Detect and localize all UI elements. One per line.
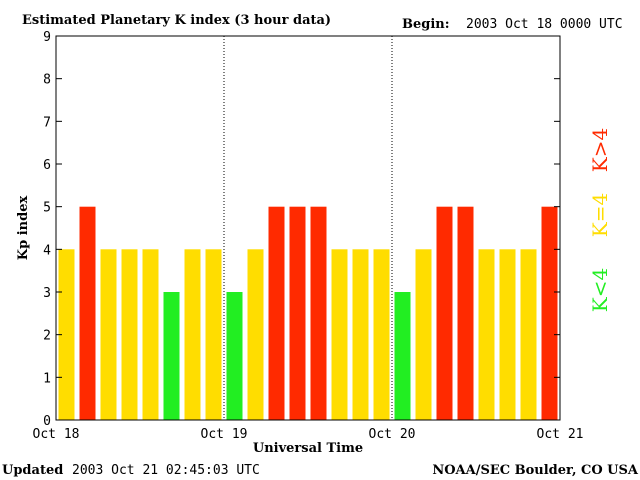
y-tick-label-0: 0 bbox=[43, 414, 51, 429]
x-tick-label-3: Oct 20 bbox=[369, 427, 416, 442]
plot-frame bbox=[55, 35, 561, 421]
kp-bar-1 bbox=[58, 249, 75, 420]
kp-bar-17 bbox=[394, 292, 411, 420]
kp-bar-5 bbox=[142, 249, 159, 420]
legend-mid: K=4 bbox=[588, 193, 612, 237]
kp-bar-8 bbox=[205, 249, 222, 420]
kp-bar-3 bbox=[100, 249, 117, 420]
kp-bar-14 bbox=[331, 249, 348, 420]
day-separators bbox=[223, 36, 393, 420]
y-tick-label-8: 8 bbox=[43, 73, 51, 88]
kp-bar-4 bbox=[121, 249, 138, 420]
chart-title: Estimated Planetary K index (3 hour data… bbox=[22, 13, 331, 28]
kp-bar-6 bbox=[163, 292, 180, 420]
kp-bar-18 bbox=[415, 249, 432, 420]
kp-bar-23 bbox=[520, 249, 537, 420]
kp-bar-12 bbox=[289, 206, 306, 420]
kp-bar-15 bbox=[352, 249, 369, 420]
y-tick-label-6: 6 bbox=[43, 158, 51, 173]
kp-bar-2 bbox=[79, 206, 96, 420]
y-tick-label-1: 1 bbox=[43, 371, 51, 386]
x-axis-ticks: Oct 18 Oct 19 Oct 20 Oct 21 bbox=[33, 427, 584, 442]
legend-low: K<4 bbox=[588, 268, 612, 312]
y-tick-label-9: 9 bbox=[43, 30, 51, 45]
y-tick-label-3: 3 bbox=[43, 286, 51, 301]
y-tick-label-2: 2 bbox=[43, 329, 51, 344]
begin-value: 2003 Oct 18 0000 UTC bbox=[466, 17, 623, 32]
bars-group bbox=[58, 206, 558, 420]
kp-bar-13 bbox=[310, 206, 327, 420]
x-tick-label-4: Oct 21 bbox=[537, 427, 584, 442]
begin-label: Begin: bbox=[402, 17, 450, 32]
kp-bar-16 bbox=[373, 249, 390, 420]
x-tick-label-1: Oct 18 bbox=[33, 427, 80, 442]
kp-bar-7 bbox=[184, 249, 201, 420]
source-credit: NOAA/SEC Boulder, CO USA bbox=[432, 463, 639, 478]
kp-bar-9 bbox=[226, 292, 243, 420]
kp-bar-21 bbox=[478, 249, 495, 420]
kp-bar-20 bbox=[457, 206, 474, 420]
updated-value: 2003 Oct 21 02:45:03 UTC bbox=[72, 463, 260, 478]
kp-bar-19 bbox=[436, 206, 453, 420]
updated-label: Updated bbox=[2, 463, 63, 478]
x-tick-label-2: Oct 19 bbox=[201, 427, 248, 442]
kp-bar-22 bbox=[499, 249, 516, 420]
kp-bar-11 bbox=[268, 206, 285, 420]
y-axis-ticks: 0 1 2 3 4 5 6 7 8 9 bbox=[43, 30, 560, 429]
legend-high: K>4 bbox=[588, 128, 612, 172]
y-tick-label-7: 7 bbox=[43, 115, 51, 130]
kp-bar-10 bbox=[247, 249, 264, 420]
y-tick-label-5: 5 bbox=[43, 201, 51, 216]
y-axis-label: Kp index bbox=[16, 196, 31, 261]
x-axis-label: Universal Time bbox=[253, 441, 363, 456]
kp-bar-24 bbox=[541, 206, 558, 420]
y-tick-label-4: 4 bbox=[43, 243, 51, 258]
